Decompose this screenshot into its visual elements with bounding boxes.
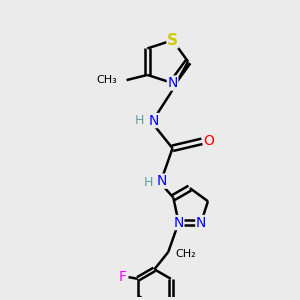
Text: F: F	[118, 270, 126, 284]
Text: N: N	[157, 174, 167, 188]
Text: H: H	[144, 176, 153, 189]
Text: H: H	[135, 114, 144, 127]
Text: N: N	[173, 216, 184, 230]
Text: N: N	[148, 114, 159, 128]
Text: N: N	[167, 76, 178, 90]
Text: S: S	[167, 33, 178, 48]
Text: CH₂: CH₂	[176, 249, 196, 259]
Text: CH₃: CH₃	[96, 75, 117, 85]
Text: O: O	[203, 134, 214, 148]
Text: N: N	[196, 216, 206, 230]
